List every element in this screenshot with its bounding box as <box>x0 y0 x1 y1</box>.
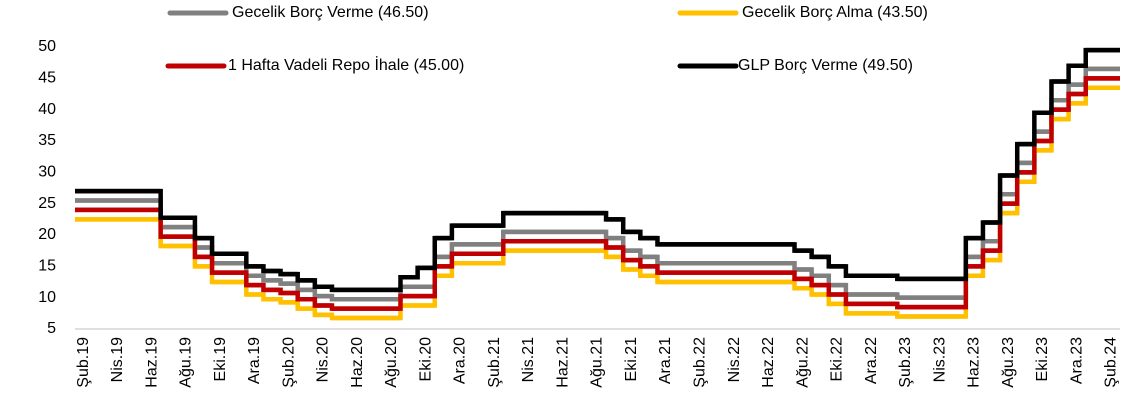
x-tick-label: Ara.23 <box>1068 337 1085 384</box>
x-tick-label: Şub.23 <box>897 337 914 388</box>
x-tick-label: Haz.20 <box>349 337 366 388</box>
x-tick-label: Şub.21 <box>486 337 503 388</box>
x-tick-label: Eki.23 <box>1034 337 1051 382</box>
x-tick-label: Eki.19 <box>212 337 229 382</box>
x-tick-label: Nis.19 <box>109 337 126 382</box>
x-tick-label: Ağu.20 <box>383 337 400 388</box>
x-tick-label: Haz.22 <box>760 337 777 388</box>
x-tick-label: Ara.21 <box>657 337 674 384</box>
y-tick-label: 30 <box>38 164 56 181</box>
x-tick-label: Ağu.23 <box>1000 337 1017 388</box>
y-tick-label: 10 <box>38 289 56 306</box>
x-tick-label: Haz.23 <box>966 337 983 388</box>
y-tick-label: 15 <box>38 258 56 275</box>
x-tick-label: Ağu.21 <box>589 337 606 388</box>
legend-label: Gecelik Borç Verme (46.50) <box>232 4 429 21</box>
y-tick-label: 50 <box>38 38 56 55</box>
x-tick-label: Şub.22 <box>692 337 709 388</box>
y-tick-label: 5 <box>47 320 56 337</box>
y-tick-label: 45 <box>38 70 56 87</box>
y-tick-label: 25 <box>38 195 56 212</box>
x-tick-label: Eki.21 <box>623 337 640 382</box>
x-tick-label: Eki.20 <box>417 337 434 382</box>
y-tick-label: 40 <box>38 101 56 118</box>
x-tick-label: Ara.19 <box>246 337 263 384</box>
y-tick-label: 35 <box>38 132 56 149</box>
legend-label: GLP Borç Verme (49.50) <box>738 57 913 74</box>
x-tick-label: Nis.20 <box>315 337 332 382</box>
x-tick-label: Ağu.22 <box>794 337 811 388</box>
x-tick-label: Nis.23 <box>931 337 948 382</box>
x-tick-label: Eki.22 <box>829 337 846 382</box>
x-tick-label: Ara.22 <box>863 337 880 384</box>
x-tick-label: Haz.19 <box>143 337 160 388</box>
x-tick-label: Nis.22 <box>726 337 743 382</box>
x-tick-label: Şub.24 <box>1103 337 1120 388</box>
x-tick-label: Şub.19 <box>75 337 92 388</box>
x-tick-label: Nis.21 <box>520 337 537 382</box>
x-tick-label: Ara.20 <box>452 337 469 384</box>
x-tick-label: Ağu.19 <box>178 337 195 388</box>
x-tick-label: Haz.21 <box>554 337 571 388</box>
y-tick-label: 20 <box>38 226 56 243</box>
legend-label: 1 Hafta Vadeli Repo İhale (45.00) <box>228 55 464 74</box>
x-tick-label: Şub.20 <box>280 337 297 388</box>
legend-label: Gecelik Borç Alma (43.50) <box>742 4 928 21</box>
